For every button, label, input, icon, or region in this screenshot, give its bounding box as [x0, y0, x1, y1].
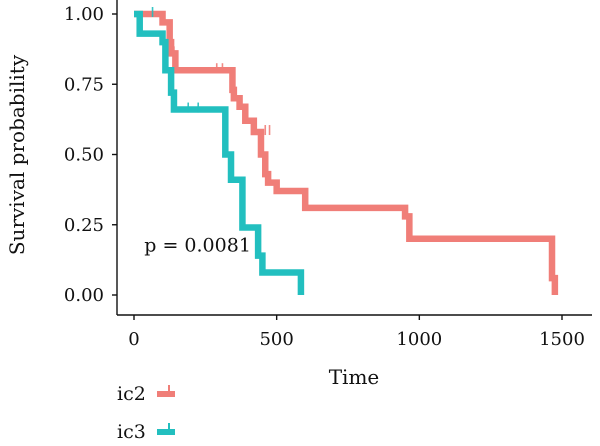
survival-curve-ic3: [134, 10, 305, 295]
y-tick-label: 0.75: [64, 74, 104, 95]
y-tick-label: 0.25: [64, 215, 104, 236]
x-tick-label: 1500: [539, 329, 585, 350]
x-tick-label: 1000: [396, 329, 442, 350]
p-value-annotation: p = 0.0081: [144, 234, 251, 256]
y-axis-title: Survival probability: [5, 54, 29, 255]
x-axis-title: Time: [329, 365, 380, 389]
plot-area: [134, 7, 559, 295]
x-tick-label: 0: [128, 329, 139, 350]
legend: ic2 ic3: [117, 383, 175, 443]
axes: 0.00 0.25 0.50 0.75 1.00 0 500 1000 1500: [64, 0, 592, 350]
y-tick-label: 0.50: [64, 145, 104, 166]
y-tick-label: 1.00: [64, 4, 104, 25]
x-tick-label: 500: [259, 329, 293, 350]
y-tick-label: 0.00: [64, 285, 104, 306]
survival-curve-ic2: [134, 10, 559, 295]
legend-label-ic2: ic2: [117, 383, 146, 405]
legend-label-ic3: ic3: [117, 421, 146, 443]
